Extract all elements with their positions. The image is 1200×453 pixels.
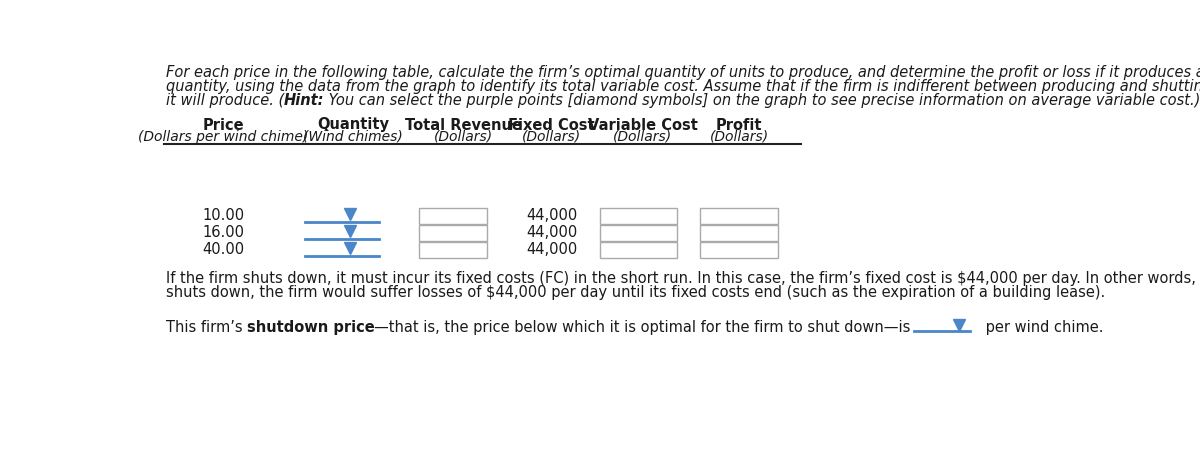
Text: it will produce. (: it will produce. ( [166, 93, 283, 108]
Text: Profit: Profit [715, 117, 762, 132]
Text: per wind chime.: per wind chime. [980, 320, 1103, 335]
Text: Fixed Cost: Fixed Cost [508, 117, 595, 132]
Text: —that is, the price below which it is optimal for the firm to shut down—is: —that is, the price below which it is op… [374, 320, 911, 335]
Text: (Dollars): (Dollars) [522, 130, 581, 144]
Bar [419, 242, 487, 258]
Text: 10.00: 10.00 [203, 208, 245, 223]
Text: Quantity: Quantity [317, 117, 389, 132]
Bar [701, 208, 778, 224]
Text: quantity, using the data from the graph to identify its total variable cost. Ass: quantity, using the data from the graph … [166, 79, 1200, 94]
Text: 16.00: 16.00 [203, 225, 245, 240]
Text: 44,000: 44,000 [526, 225, 577, 240]
Text: 44,000: 44,000 [526, 208, 577, 223]
Bar [701, 225, 778, 241]
Text: For each price in the following table, calculate the firm’s optimal quantity of : For each price in the following table, c… [166, 65, 1200, 80]
Text: (Dollars): (Dollars) [613, 130, 672, 144]
Text: (Dollars): (Dollars) [434, 130, 493, 144]
Bar [600, 242, 677, 258]
Text: 44,000: 44,000 [526, 241, 577, 257]
Text: Variable Cost: Variable Cost [588, 117, 698, 132]
Text: If the firm shuts down, it must incur its fixed costs (FC) in the short run. In : If the firm shuts down, it must incur it… [166, 271, 1200, 286]
Bar [419, 208, 487, 224]
Bar [419, 225, 487, 241]
Bar [701, 242, 778, 258]
Text: (Dollars): (Dollars) [709, 130, 768, 144]
Text: Hint:: Hint: [283, 93, 324, 108]
Text: Price: Price [203, 117, 245, 132]
Text: shuts down, the firm would suffer losses of $44,000 per day until its fixed cost: shuts down, the firm would suffer losses… [166, 285, 1105, 300]
Text: 40.00: 40.00 [203, 241, 245, 257]
Text: Total Revenue: Total Revenue [406, 117, 522, 132]
Text: shutdown price: shutdown price [247, 320, 374, 335]
Text: (Wind chimes): (Wind chimes) [304, 130, 403, 144]
Text: You can select the purple points [diamond symbols] on the graph to see precise i: You can select the purple points [diamon… [324, 93, 1200, 108]
Text: (Dollars per wind chime): (Dollars per wind chime) [138, 130, 308, 144]
Text: This firm’s: This firm’s [166, 320, 247, 335]
Bar [600, 208, 677, 224]
Bar [600, 225, 677, 241]
